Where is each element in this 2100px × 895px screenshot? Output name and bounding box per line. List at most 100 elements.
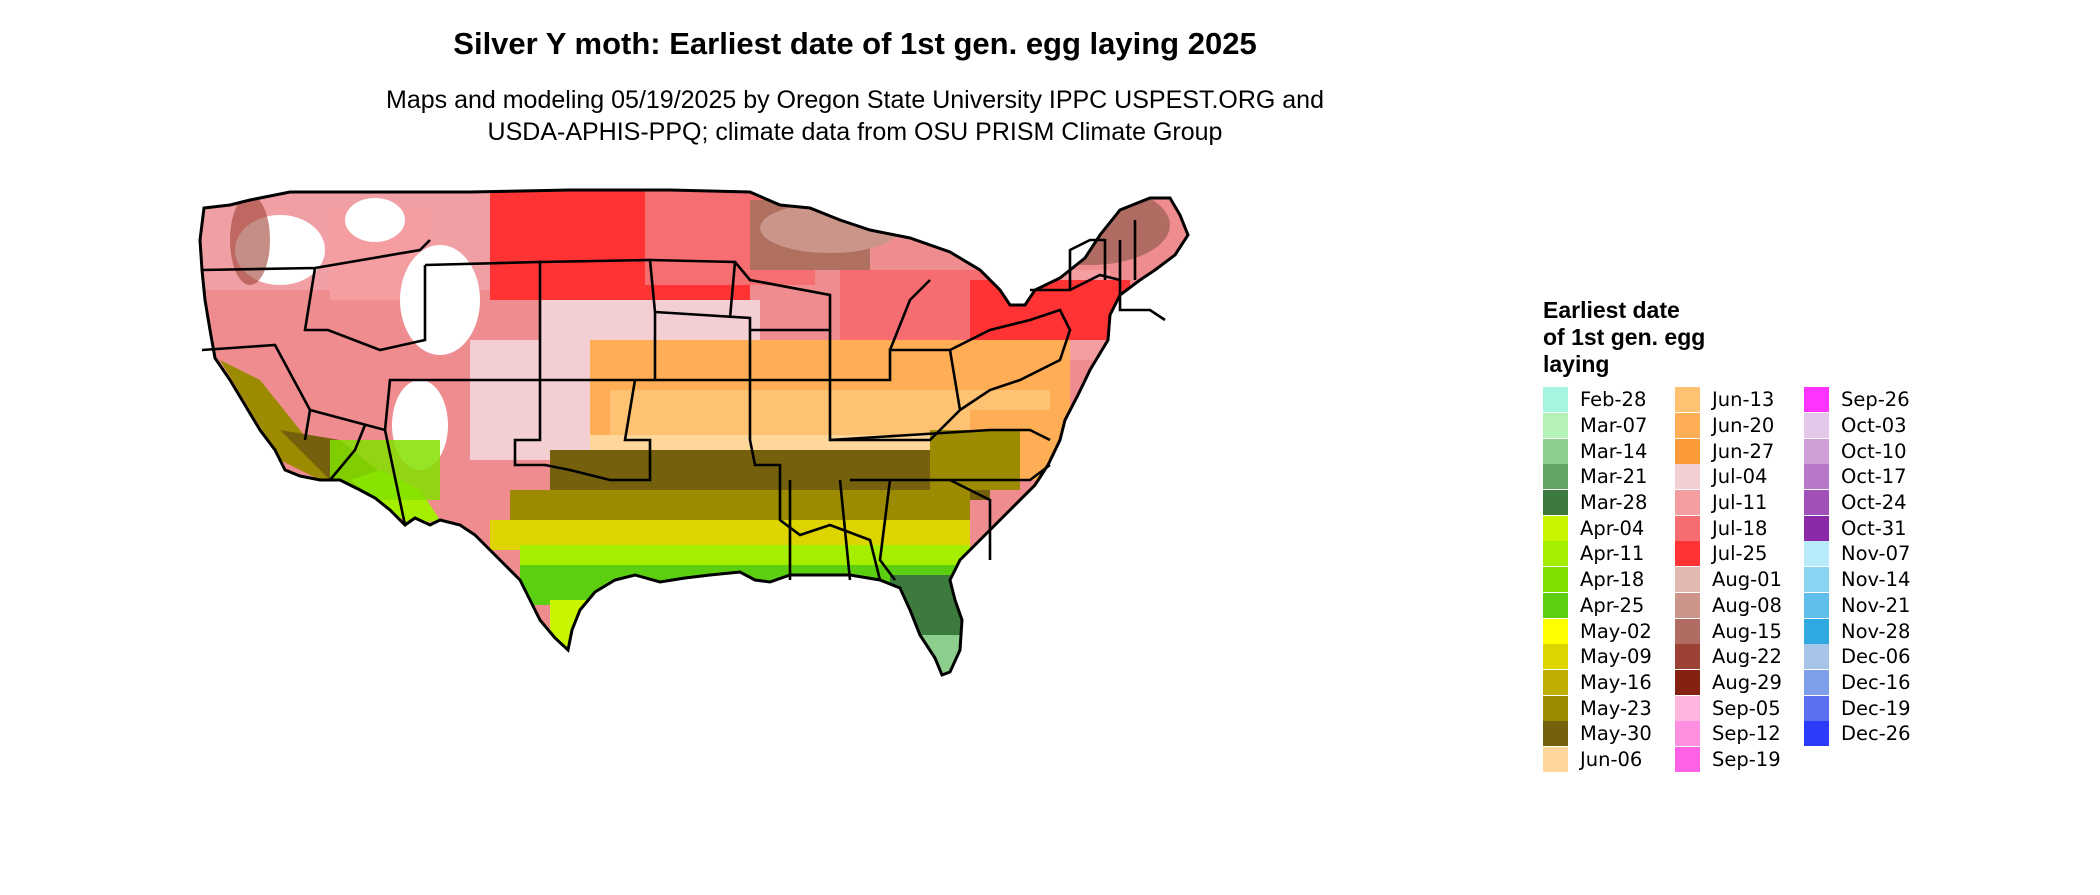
legend-swatch [1675,746,1700,772]
legend-swatch [1675,644,1700,670]
legend-item: May-23 [1543,695,1652,721]
legend-label: Mar-07 [1580,414,1648,438]
legend-label: May-16 [1580,670,1652,694]
legend-item: Nov-14 [1804,567,1911,593]
legend-swatch [1543,746,1568,772]
legend-label: Nov-14 [1841,568,1911,592]
legend-item: Sep-05 [1675,695,1782,721]
legend-label: Nov-21 [1841,593,1911,617]
us-map-svg [198,188,1190,677]
legend-swatch [1675,721,1700,747]
legend-item: Jun-20 [1675,413,1782,439]
legend-swatch [1675,669,1700,695]
us-map [190,180,1510,895]
legend-item: Mar-07 [1543,413,1652,439]
legend-label: May-23 [1580,696,1652,720]
legend-item: Mar-28 [1543,490,1652,516]
legend-swatch [1804,464,1829,490]
legend-title-line-3: laying [1543,351,1610,377]
legend-label: Mar-14 [1580,439,1648,463]
legend-label: Dec-19 [1841,696,1911,720]
legend-item: Oct-03 [1804,413,1911,439]
legend-label: Oct-10 [1841,439,1907,463]
legend-item: Dec-06 [1804,644,1911,670]
legend-label: Jul-11 [1712,491,1768,515]
legend-item: Sep-12 [1675,721,1782,747]
legend-swatch [1543,464,1568,490]
legend-label: Apr-18 [1580,568,1645,592]
legend-item: Aug-01 [1675,567,1782,593]
legend-label: Jun-13 [1712,388,1775,412]
legend-swatch [1543,567,1568,593]
legend-item: Nov-28 [1804,618,1911,644]
legend-swatch [1675,438,1700,464]
legend-swatch [1543,695,1568,721]
legend-swatch [1675,515,1700,541]
legend-label: Dec-06 [1841,645,1911,669]
legend-column-3: Sep-26 Oct-03 Oct-10 Oct-17 Oct-24 Oct-31 Nov-… [1804,387,1911,747]
legend-swatch [1804,695,1829,721]
legend-item: Apr-25 [1543,592,1652,619]
legend-item: Dec-26 [1804,721,1911,747]
legend-swatch [1804,490,1829,516]
legend-item: Jul-11 [1675,490,1782,516]
legend-label: Mar-28 [1580,491,1648,515]
legend-label: May-09 [1580,645,1652,669]
legend-swatch [1543,618,1568,644]
legend-swatch [1804,721,1829,747]
legend-label: Oct-31 [1841,516,1907,540]
legend-label: Sep-05 [1712,696,1781,720]
legend-item: Feb-28 [1543,387,1652,413]
subtitle-line-2: USDA-APHIS-PPQ; climate data from OSU PR… [487,118,1223,146]
legend-swatch [1804,438,1829,464]
legend-item: Jun-27 [1675,438,1782,464]
legend-swatch [1804,515,1829,541]
map-title: Silver Y moth: Earliest date of 1st gen.… [453,26,1257,61]
legend-item: Aug-15 [1675,618,1782,644]
state-borders [201,220,1166,581]
legend-label: Jun-06 [1580,747,1643,771]
legend-label: Aug-29 [1712,670,1782,694]
legend-item: Aug-29 [1675,669,1782,696]
legend-swatch [1675,541,1700,567]
legend-swatch [1675,695,1700,721]
legend-label: Jul-25 [1712,542,1768,566]
legend-label: May-02 [1580,619,1652,643]
legend-swatch [1543,669,1568,695]
legend-label: Jul-04 [1712,465,1768,489]
legend-item: Jun-06 [1543,746,1652,773]
legend-swatch [1675,464,1700,490]
legend-label: Sep-12 [1712,722,1781,746]
legend-item: Oct-31 [1804,515,1911,541]
legend-label: Jul-18 [1712,516,1768,540]
legend-item: Apr-18 [1543,567,1652,593]
legend-label: Apr-11 [1580,542,1645,566]
legend-label: Apr-25 [1580,593,1645,617]
legend-item: Apr-04 [1543,515,1652,541]
legend-swatch [1675,490,1700,516]
map-fill [200,190,1188,675]
legend-label: May-30 [1580,722,1652,746]
legend-swatch [1543,644,1568,670]
legend-swatch [1804,541,1829,567]
legend-label: Aug-08 [1712,593,1782,617]
legend-swatch [1675,387,1700,413]
legend-swatch [1543,413,1568,439]
legend-swatch [1804,592,1829,618]
legend-item: Nov-21 [1804,592,1911,619]
legend-label: Oct-03 [1841,414,1907,438]
legend-label: Jun-27 [1712,439,1775,463]
legend-column-2: Jun-13 Jun-20 Jun-27 Jul-04 Jul-11 Jul-18 Jul-… [1675,387,1782,772]
legend-label: Nov-28 [1841,619,1911,643]
legend-label: Apr-04 [1580,516,1645,540]
legend-item: Dec-16 [1804,669,1911,696]
legend-title-line-2: of 1st gen. egg [1543,324,1706,350]
legend-label: Jun-20 [1712,414,1775,438]
legend-column-1: Feb-28 Mar-07 Mar-14 Mar-21 Mar-28 Apr-04 Apr-… [1543,387,1652,772]
legend-swatch [1543,387,1568,413]
legend-swatch [1543,721,1568,747]
legend-swatch [1804,567,1829,593]
subtitle-line-1: Maps and modeling 05/19/2025 by Oregon S… [386,86,1324,114]
legend-swatch [1804,644,1829,670]
legend-label: Aug-22 [1712,645,1782,669]
